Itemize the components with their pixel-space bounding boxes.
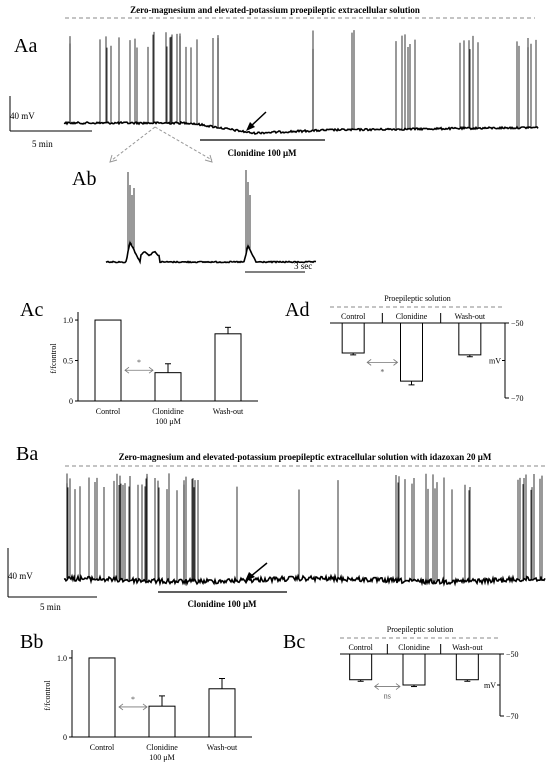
zoom-arrow-right-head	[204, 154, 213, 163]
Ad-significance-arrow-head	[366, 359, 372, 366]
trace-a-arrow-head	[246, 122, 255, 131]
trace-b-header: Zero-magnesium and elevated-potassium pr…	[119, 452, 492, 462]
trace-a-voltage-scale: 40 mV	[10, 111, 35, 121]
Ad-bar	[400, 322, 423, 382]
Ad-significance-arrow-head	[393, 359, 399, 366]
Ad-y-label: mV	[489, 357, 501, 366]
Bb-bar	[148, 705, 176, 738]
panel-label-ad: Ad	[285, 299, 309, 321]
zoom-arrow-right	[154, 126, 213, 161]
Bc-category-label: Control	[348, 643, 373, 652]
panel-label-ac: Ac	[20, 299, 43, 321]
trace-b-time-scale: 5 min	[40, 602, 61, 612]
Ac-category-label: Clonidine	[152, 407, 184, 416]
trace-a-time-scale: 5 min	[32, 139, 53, 149]
trace-b-arrow-head	[245, 572, 255, 581]
Bb-category-label: 100 μM	[149, 753, 174, 762]
Bb-y-tick-label: 0	[63, 733, 67, 742]
Ad-bar	[341, 322, 365, 354]
trace-a-header: Zero-magnesium and elevated-potassium pr…	[130, 5, 420, 15]
chart-bc: Proepileptic solution −50 −70 mV Control Clon…	[340, 625, 519, 721]
Ac-significance-arrow-head	[148, 366, 154, 374]
Ac-bar	[154, 372, 182, 402]
panel-label-bc: Bc	[283, 631, 305, 653]
Ad-significance-label: *	[380, 367, 384, 376]
Ac-significance-label: *	[137, 358, 141, 367]
Bc-category-label: Clonidine	[398, 643, 430, 652]
Ad-title: Proepileptic solution	[384, 294, 450, 303]
Bc-bar	[402, 653, 426, 686]
Bc-y-tick-label: −50	[506, 650, 519, 659]
Bc-significance-arrow-head	[373, 683, 379, 690]
Ad-category-label: Clonidine	[396, 312, 428, 321]
Bb-bar	[88, 657, 116, 738]
Ac-y-label: f/fcontrol	[49, 343, 58, 374]
Ac-bar	[94, 319, 122, 402]
Bc-y-label: mV	[484, 681, 496, 690]
Bc-bar	[455, 653, 479, 681]
zoom-arrow-left-head	[109, 154, 118, 163]
trace-ab-recording	[105, 170, 317, 265]
panel-label-ba: Ba	[16, 443, 38, 465]
Bc-category-label: Wash-out	[452, 643, 483, 652]
trace-b-voltage-scale: 40 mV	[8, 571, 33, 581]
panel-label-aa: Aa	[14, 35, 37, 57]
Bc-title: Proepileptic solution	[387, 625, 453, 634]
Bb-bar	[208, 688, 236, 738]
trace-a-drug-label: Clonidine 100 μM	[227, 148, 297, 158]
trace-aa-baseline	[63, 120, 539, 135]
Ac-bar	[214, 333, 242, 402]
Bb-y-label: f/fcontrol	[43, 680, 52, 711]
trace-b-drug-label: Clonidine 100 μM	[187, 599, 257, 609]
Ac-significance-arrow-head	[124, 366, 130, 374]
Ac-category-label: Control	[96, 407, 121, 416]
Bc-significance-label: ns	[384, 692, 391, 701]
Ad-category-label: Control	[341, 312, 366, 321]
zoom-arrow-left	[111, 126, 156, 161]
chart-ad: Proepileptic solution −50 −70 mV Control Clon…	[330, 294, 524, 403]
Bb-significance-arrow-head	[142, 703, 148, 711]
panel-label-bb: Bb	[20, 631, 43, 653]
trace-ba-baseline	[63, 573, 546, 587]
Ac-y-tick-label: 0	[69, 397, 73, 406]
Bc-y-tick-label: −70	[506, 712, 519, 721]
Ad-bar	[458, 322, 482, 356]
panel-label-ab: Ab	[72, 168, 96, 190]
trace-a-arrow-line	[249, 111, 267, 128]
Ac-y-tick-label: 1.0	[63, 316, 73, 325]
Bb-y-tick-label: 1.0	[57, 654, 67, 663]
Ac-category-label: Wash-out	[213, 407, 244, 416]
trace-aa-recording	[63, 30, 539, 135]
Bc-significance-arrow-head	[395, 683, 401, 690]
Bb-category-label: Wash-out	[207, 743, 238, 752]
trace-ab-baseline	[105, 239, 317, 265]
Ad-category-label: Wash-out	[455, 312, 486, 321]
trace-b-arrow-line	[249, 562, 268, 578]
Ac-y-tick-label: 0.5	[63, 357, 73, 366]
Ad-y-tick-label: −50	[511, 319, 524, 328]
Bb-category-label: Clonidine	[146, 743, 178, 752]
trace-ba-recording	[63, 473, 546, 587]
Ac-category-label: 100 μM	[155, 417, 180, 426]
Bb-significance-arrow-head	[118, 703, 124, 711]
trace-ab-time-scale: 3 sec	[294, 261, 312, 271]
Bb-category-label: Control	[90, 743, 115, 752]
Bb-significance-label: *	[131, 695, 135, 704]
Ad-y-tick-label: −70	[511, 394, 524, 403]
Bc-bar	[349, 653, 373, 681]
